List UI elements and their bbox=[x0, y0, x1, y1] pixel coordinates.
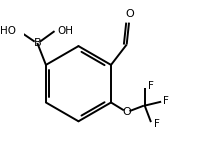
Text: B: B bbox=[33, 38, 41, 48]
Text: OH: OH bbox=[57, 26, 73, 36]
Text: O: O bbox=[126, 9, 134, 19]
Text: O: O bbox=[122, 107, 131, 117]
Text: HO: HO bbox=[0, 26, 16, 36]
Text: F: F bbox=[148, 81, 153, 91]
Text: F: F bbox=[154, 119, 160, 129]
Text: F: F bbox=[163, 96, 168, 106]
